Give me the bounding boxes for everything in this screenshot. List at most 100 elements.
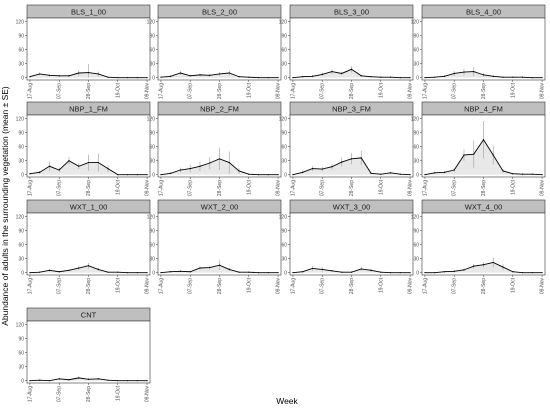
x-tick-label: 28-Sep [481, 180, 487, 196]
y-tick-label: 0 [21, 172, 24, 178]
facet-panel: BLS_1_00 0 30 60 90 120 17-Aug 07-Sep 28-Sep 19-O… [16, 4, 151, 99]
facet-panel: WXT_1_00 0 30 60 90 120 17-Aug 07-Sep 28-Sep 19-O… [16, 199, 151, 294]
data-point [87, 71, 90, 74]
facet-panel: WXT_2_00 0 30 60 90 120 17-Aug 07-Sep 28-Sep 19-O… [147, 199, 282, 294]
x-tick-label: 09-Nov [408, 278, 414, 295]
y-tick-label: 90 [18, 336, 24, 342]
x-tick-label: 28-Sep [481, 83, 487, 99]
panel-plot-area [26, 320, 151, 384]
y-tick-label: 60 [18, 47, 24, 53]
data-point [302, 171, 304, 173]
data-point [541, 272, 543, 274]
x-tick-label: 19-Oct [378, 82, 384, 98]
data-point [277, 174, 279, 176]
y-tick-label: 90 [281, 228, 287, 234]
data-point [170, 75, 172, 77]
data-point [228, 72, 230, 74]
panel-grid: BLS_1_00 0 30 60 90 120 17-Aug 07-Sep 28-Sep 19-O… [16, 4, 546, 403]
y-tick-label: 0 [21, 270, 24, 276]
data-point [48, 269, 51, 271]
y-tick-label: 60 [149, 47, 155, 53]
data-point [107, 168, 109, 170]
data-point [370, 172, 372, 174]
data-point [146, 272, 148, 274]
data-point [482, 139, 485, 141]
data-point [160, 272, 162, 274]
x-tick-label: 09-Nov [540, 180, 546, 197]
x-tick-label: 28-Sep [349, 278, 355, 294]
facet-panel: BLS_4_00 0 30 60 90 120 17-Aug 07-Sep 28-Sep 19-O… [411, 4, 546, 99]
y-tick-label: 120 [411, 116, 420, 122]
data-point [209, 74, 211, 76]
y-tick-label: 0 [284, 75, 287, 81]
data-point [218, 158, 221, 160]
data-point [331, 166, 333, 168]
facet-panel: NBP_3_FM 0 30 60 90 120 17-Aug 07-Sep 28-Sep 19-O… [279, 101, 414, 197]
data-point [97, 378, 99, 380]
y-tick-label: 60 [149, 144, 155, 150]
x-tick-label: 07-Sep [320, 278, 326, 294]
x-tick-label: 28-Sep [349, 83, 355, 99]
data-point [409, 272, 411, 274]
data-point [218, 73, 221, 75]
data-point [29, 380, 31, 382]
data-point [341, 161, 343, 163]
data-point [238, 170, 240, 172]
x-tick-label: 19-Oct [246, 179, 252, 195]
x-tick-label: 09-Nov [145, 386, 151, 403]
data-point [170, 271, 172, 273]
x-tick-label: 09-Nov [276, 180, 282, 197]
facet-panel: NBP_2_FM 0 30 60 90 120 17-Aug 07-Sep 28-Sep 19-O… [147, 101, 282, 197]
data-point [78, 165, 80, 167]
y-tick-label: 60 [281, 242, 287, 248]
x-tick-label: 07-Sep [57, 83, 63, 99]
series-area [424, 71, 543, 78]
data-point [473, 153, 475, 155]
data-point [389, 272, 392, 274]
data-point [502, 76, 504, 78]
panel-title: BLS_3_00 [334, 8, 369, 17]
data-point [48, 74, 51, 76]
panel-title: NBP_4_FM [464, 105, 503, 114]
x-tick-label: 07-Sep [188, 278, 194, 294]
x-tick-label: 28-Sep [217, 180, 223, 196]
data-point [58, 75, 60, 77]
data-point [87, 265, 90, 267]
y-tick-label: 0 [152, 172, 155, 178]
data-point [370, 269, 372, 271]
y-tick-label: 30 [18, 61, 24, 67]
data-point [238, 76, 240, 78]
data-point [302, 76, 304, 78]
data-point [512, 76, 514, 78]
y-tick-label: 30 [149, 158, 155, 164]
data-point [443, 75, 446, 77]
x-tick-label: 09-Nov [408, 180, 414, 197]
panel-title: NBP_3_FM [332, 105, 371, 114]
x-tick-label: 17-Aug [290, 180, 296, 196]
data-point [136, 272, 138, 274]
data-point [302, 271, 304, 273]
data-point [29, 76, 31, 78]
data-point [380, 173, 382, 175]
data-point [68, 160, 70, 162]
panel-title: NBP_2_FM [200, 105, 239, 114]
x-tick-label: 07-Sep [57, 180, 63, 196]
y-tick-label: 90 [281, 33, 287, 39]
data-point [492, 154, 494, 156]
data-point [126, 272, 129, 274]
data-point [257, 77, 260, 79]
x-tick-label: 19-Oct [246, 277, 252, 293]
data-point [248, 173, 250, 175]
data-point [380, 76, 382, 78]
y-tick-label: 30 [413, 158, 419, 164]
x-tick-label: 17-Aug [158, 83, 164, 99]
data-point [238, 271, 240, 273]
data-point [126, 380, 129, 382]
data-point [502, 266, 504, 268]
x-tick-label: 28-Sep [481, 278, 487, 294]
data-point [399, 77, 401, 79]
facet-panel: BLS_3_00 0 30 60 90 120 17-Aug 07-Sep 28-Sep 19-O… [279, 4, 414, 99]
panel-title: WXT_3_00 [333, 203, 371, 212]
data-point [189, 271, 191, 273]
x-tick-label: 28-Sep [86, 83, 92, 99]
